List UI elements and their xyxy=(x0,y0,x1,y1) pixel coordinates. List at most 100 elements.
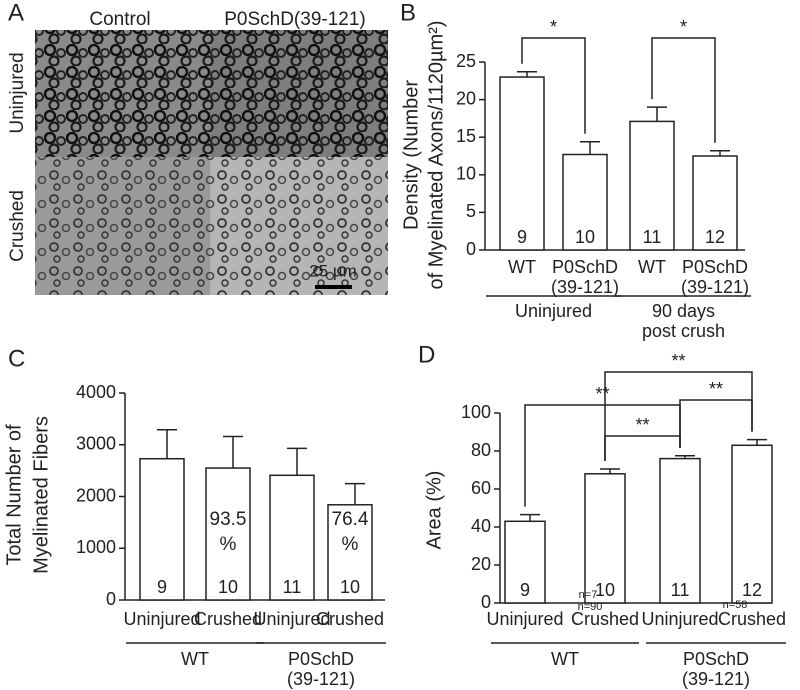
scale-bar-label: 25 µm xyxy=(309,261,357,280)
bar xyxy=(504,520,546,604)
n-label: 11 xyxy=(643,227,662,247)
group-label: (39-121) xyxy=(287,669,355,689)
row-label: Crushed xyxy=(7,190,28,262)
n-label: 9 xyxy=(157,577,167,597)
y-tick-label: 20 xyxy=(471,554,491,574)
bar xyxy=(731,444,773,604)
y-tick-label: 1000 xyxy=(76,537,116,557)
y-axis-label: Area (%) xyxy=(423,471,445,550)
significance-label: * xyxy=(550,17,557,37)
y-tick-label: 25 xyxy=(456,51,476,71)
x-tick-label: Crushed xyxy=(571,609,639,629)
n-label: 10 xyxy=(595,580,615,600)
x-tick-label: (39-121) xyxy=(681,277,749,297)
x-tick-label: Crushed xyxy=(316,609,384,629)
n-label: 10 xyxy=(218,577,238,597)
group-label: post crush xyxy=(642,321,725,341)
y-tick-label: 5 xyxy=(466,201,476,221)
bar xyxy=(659,457,701,604)
significance-label: * xyxy=(680,17,687,37)
image-texture xyxy=(210,30,388,157)
bar xyxy=(629,120,675,251)
n-label: 11 xyxy=(671,580,690,600)
significance-bracket xyxy=(604,435,681,462)
y-tick-label: 0 xyxy=(466,239,476,259)
bar xyxy=(692,155,738,251)
significance-label: ** xyxy=(635,415,649,435)
bar xyxy=(499,76,545,251)
significance-label: ** xyxy=(595,384,609,404)
x-tick-label: WT xyxy=(638,257,666,277)
y-tick-label: 15 xyxy=(456,126,476,146)
row-label: Uninjured xyxy=(7,52,28,133)
y-tick-label: 3000 xyxy=(76,434,116,454)
annotation: % xyxy=(342,534,359,555)
n-label: 10 xyxy=(575,227,595,247)
x-tick-label: Uninjured xyxy=(253,609,330,629)
x-tick-label: Uninjured xyxy=(641,609,718,629)
y-tick-label: 4000 xyxy=(76,382,116,402)
group-label: WT xyxy=(551,649,579,669)
y-tick-label: 0 xyxy=(106,589,116,609)
column-label: P0SchD(39-121) xyxy=(224,9,366,30)
annotation: % xyxy=(220,534,237,555)
group-label: WT xyxy=(181,649,209,669)
y-tick-label: 80 xyxy=(471,440,491,460)
n-label: 12 xyxy=(705,227,725,247)
panel-letter: A xyxy=(8,0,24,26)
y-tick-label: 2000 xyxy=(76,485,116,505)
sample-note: n=90 xyxy=(578,601,603,613)
n-label: 9 xyxy=(517,227,527,247)
significance-bracket xyxy=(679,399,753,448)
sample-note: n=58 xyxy=(723,599,748,611)
image-texture xyxy=(35,157,210,295)
y-axis-label: Total Number of xyxy=(3,424,25,566)
micrographs xyxy=(35,30,388,295)
n-label: 9 xyxy=(520,580,530,600)
significance-label: ** xyxy=(709,379,723,399)
x-tick-label: Crushed xyxy=(194,609,262,629)
y-axis-label: Myelinated Fibers xyxy=(30,416,52,574)
annotation: 93.5 xyxy=(210,509,247,530)
bar xyxy=(269,474,315,601)
bar xyxy=(584,473,626,604)
y-tick-label: 10 xyxy=(456,164,476,184)
x-tick-label: P0SchD xyxy=(552,257,618,277)
x-tick-label: Crushed xyxy=(718,609,786,629)
n-label: 11 xyxy=(283,577,302,597)
sample-note: n=7 xyxy=(579,589,598,601)
x-tick-label: WT xyxy=(508,257,536,277)
y-axis-label: Density (Number xyxy=(400,80,422,230)
x-tick-label: Uninjured xyxy=(123,609,200,629)
n-label: 10 xyxy=(340,577,360,597)
group-label: 90 days xyxy=(652,301,715,321)
significance-label: ** xyxy=(671,351,685,371)
panel-letter: C xyxy=(8,345,25,372)
group-label: Uninjured xyxy=(515,301,592,321)
annotation: 76.4 xyxy=(332,509,369,530)
group-label: (39-121) xyxy=(682,669,750,689)
panel-letter: B xyxy=(400,0,416,26)
n-label: 12 xyxy=(742,580,762,600)
y-tick-label: 40 xyxy=(471,516,491,536)
bar xyxy=(205,467,251,601)
x-tick-label: (39-121) xyxy=(551,277,619,297)
bar xyxy=(139,457,185,601)
image-texture xyxy=(35,30,210,157)
bar xyxy=(562,153,608,251)
y-tick-label: 60 xyxy=(471,478,491,498)
y-tick-label: 20 xyxy=(456,88,476,108)
group-label: P0SchD xyxy=(683,649,749,669)
significance-bracket xyxy=(651,37,716,143)
y-tick-label: 0 xyxy=(481,592,491,612)
y-axis-label: of Myelinated Axons/1120µm²) xyxy=(425,20,447,289)
significance-bracket xyxy=(521,37,586,134)
x-tick-label: Uninjured xyxy=(486,609,563,629)
column-label: Control xyxy=(89,9,150,30)
group-label: P0SchD xyxy=(288,649,354,669)
y-tick-label: 100 xyxy=(461,402,491,422)
panel-letter: D xyxy=(418,341,435,368)
bar xyxy=(327,504,373,601)
significance-bracket xyxy=(604,371,753,462)
